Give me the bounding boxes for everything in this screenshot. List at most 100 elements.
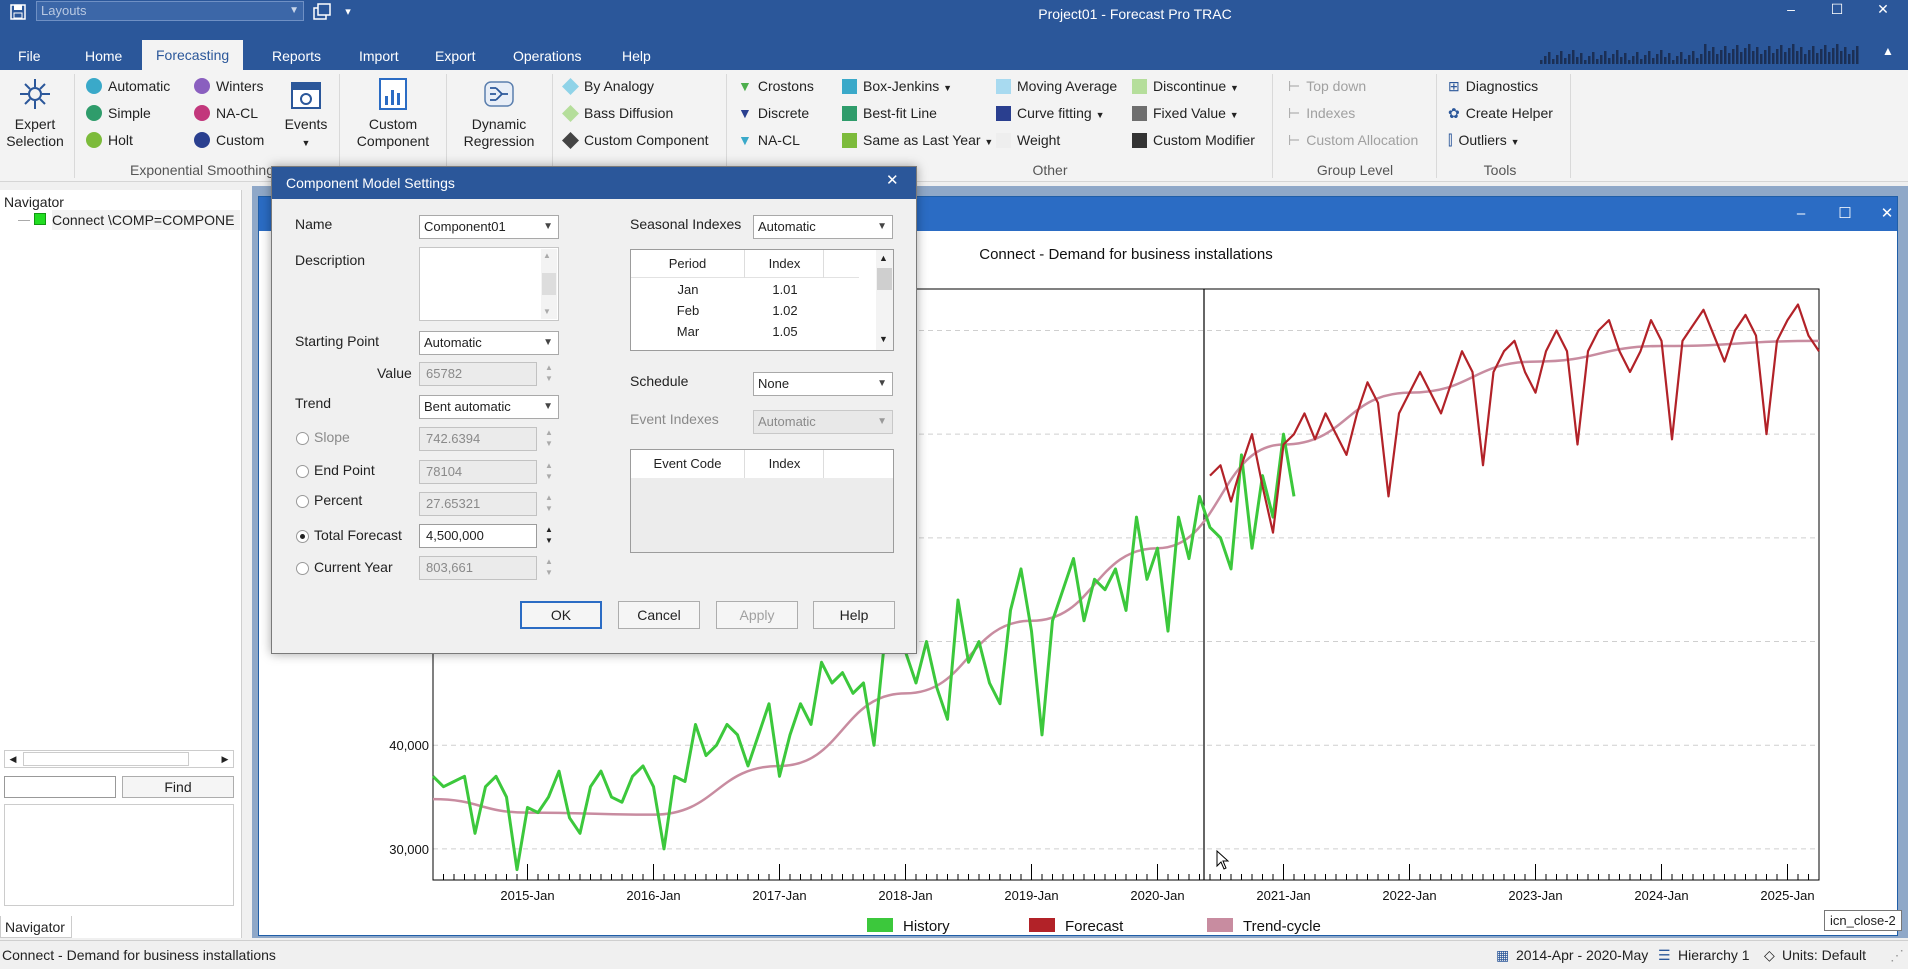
percent-input[interactable]: 27.65321 [419, 492, 537, 516]
current-year-spinner[interactable]: ▲ ▼ [545, 557, 553, 577]
table-row[interactable]: Mar 1.05 [631, 322, 859, 342]
resize-grip-icon[interactable]: ⋰ [1890, 947, 1904, 963]
tab-import[interactable]: Import [359, 48, 399, 64]
scrollbar-thumb[interactable] [542, 273, 556, 295]
current-year-input[interactable]: 803,661 [419, 556, 537, 580]
tree-item-connect[interactable]: Connect \COMP=COMPONE [52, 210, 240, 230]
horizontal-scrollbar[interactable]: ◀ ▶ [4, 750, 234, 768]
maximize-button[interactable]: ☐ [1830, 1, 1844, 17]
end-point-radio[interactable] [296, 465, 309, 478]
scroll-left-icon[interactable]: ◀ [9, 754, 17, 764]
scrollbar-thumb[interactable] [23, 752, 189, 766]
collapse-ribbon-icon[interactable]: ▲ [1882, 44, 1894, 58]
index-column-header[interactable]: Index [746, 250, 824, 278]
events-button[interactable]: Events ▼ [279, 70, 333, 152]
create-helper-button[interactable]: ✿ Create Helper [1448, 102, 1553, 124]
tab-export[interactable]: Export [435, 48, 476, 64]
total-forecast-input[interactable]: 4,500,000 [419, 524, 537, 548]
tab-operations[interactable]: Operations [513, 48, 582, 64]
tab-help[interactable]: Help [622, 48, 651, 64]
total-forecast-radio[interactable] [296, 530, 309, 543]
minimize-button[interactable]: – [1787, 1, 1795, 17]
value-spinner[interactable]: ▲ ▼ [545, 363, 553, 383]
help-button[interactable]: Help [813, 601, 895, 629]
close-button[interactable]: ✕ [1877, 1, 1889, 17]
diagnostics-button[interactable]: ⊞ Diagnostics [1448, 75, 1538, 97]
starting-point-select[interactable]: Automatic ▼ [419, 331, 559, 355]
total-forecast-spinner[interactable]: ▲ ▼ [545, 525, 553, 545]
custom-es-button[interactable]: Custom [194, 129, 264, 151]
discrete-button[interactable]: ▼ Discrete [738, 102, 809, 124]
dialog-close-button[interactable]: ✕ [886, 172, 899, 189]
percent-radio[interactable] [296, 495, 309, 508]
curve-fitting-button[interactable]: Curve fitting ▼ [996, 102, 1105, 124]
event-index-column-header[interactable]: Index [746, 450, 824, 478]
top-down-button[interactable]: ⊢ Top down [1288, 75, 1366, 97]
na-cl-es-button[interactable]: NA-CL [194, 102, 258, 124]
current-year-radio[interactable] [296, 562, 309, 575]
by-analogy-button[interactable]: By Analogy [562, 75, 654, 97]
custom-component-button[interactable]: Custom Component [346, 70, 440, 150]
dynamic-regression-button[interactable]: Dynamic Regression [452, 70, 546, 150]
tab-file[interactable]: File [18, 48, 41, 64]
fixed-value-button[interactable]: Fixed Value ▼ [1132, 102, 1239, 124]
window-layout-icon[interactable] [312, 3, 332, 21]
winters-button[interactable]: Winters [194, 75, 263, 97]
apply-button[interactable]: Apply [716, 601, 798, 629]
outliers-button[interactable]: ⫿ Outliers ▼ [1448, 129, 1520, 151]
bass-diffusion-button[interactable]: Bass Diffusion [562, 102, 673, 124]
slope-spinner[interactable]: ▲ ▼ [545, 428, 553, 448]
chart-minimize-button[interactable]: – [1796, 205, 1806, 222]
table-row[interactable]: Jan 1.01 [631, 280, 859, 300]
custom-component-small-button[interactable]: Custom Component [562, 129, 709, 151]
layouts-combo[interactable]: Layouts ▼ [36, 1, 304, 21]
holt-button[interactable]: Holt [86, 129, 133, 151]
save-icon[interactable] [8, 3, 28, 21]
custom-modifier-button[interactable]: Custom Modifier [1132, 129, 1255, 151]
weight-button[interactable]: Weight [996, 129, 1060, 151]
indexes-button[interactable]: ⊢ Indexes [1288, 102, 1355, 124]
scroll-right-icon[interactable]: ▶ [221, 754, 229, 764]
box-jenkins-button[interactable]: Box-Jenkins ▼ [842, 75, 952, 97]
seasonal-indexes-select[interactable]: Automatic ▼ [753, 215, 893, 239]
table-row[interactable]: Feb 1.02 [631, 301, 859, 321]
best-fit-line-button[interactable]: Best-fit Line [842, 102, 937, 124]
percent-spinner[interactable]: ▲ ▼ [545, 493, 553, 513]
expert-selection-button[interactable]: Expert Selection [2, 70, 68, 150]
cancel-button[interactable]: Cancel [618, 601, 700, 629]
customize-quick-access-icon[interactable]: ▾ [345, 6, 351, 18]
same-as-last-year-button[interactable]: Same as Last Year ▼ [842, 129, 993, 151]
status-date-range[interactable]: 2014-Apr - 2020-May [1516, 947, 1649, 963]
moving-average-button[interactable]: Moving Average [996, 75, 1117, 97]
end-point-input[interactable]: 78104 [419, 460, 537, 484]
tab-forecasting[interactable]: Forecasting [142, 40, 244, 70]
status-units[interactable]: Units: Default [1782, 947, 1867, 963]
schedule-select[interactable]: None ▼ [753, 372, 893, 396]
crostons-button[interactable]: ▼ Crostons [738, 75, 814, 97]
discontinue-button[interactable]: Discontinue ▼ [1132, 75, 1239, 97]
scrollbar-thumb[interactable] [877, 268, 892, 290]
ok-button[interactable]: OK [520, 601, 602, 629]
tab-navigator[interactable]: Navigator [0, 916, 72, 938]
tab-reports[interactable]: Reports [272, 48, 322, 64]
name-select[interactable]: Component01 ▼ [419, 215, 559, 239]
trend-select[interactable]: Bent automatic ▼ [419, 395, 559, 419]
find-button[interactable]: Find [122, 776, 234, 798]
period-column-header[interactable]: Period [631, 250, 745, 278]
find-input[interactable] [4, 776, 116, 798]
event-indexes-select[interactable]: Automatic ▼ [753, 410, 893, 434]
chart-maximize-button[interactable]: ☐ [1838, 205, 1852, 222]
tab-home[interactable]: Home [85, 48, 123, 64]
status-hierarchy[interactable]: Hierarchy 1 [1678, 947, 1750, 963]
automatic-button[interactable]: Automatic [86, 75, 170, 97]
description-scrollbar[interactable]: ▲ ▼ [541, 249, 557, 319]
seasonal-table-scrollbar[interactable]: ▲ ▼ [876, 250, 893, 350]
event-code-column-header[interactable]: Event Code [631, 450, 745, 478]
na-cl-button[interactable]: ▼ NA-CL [738, 129, 800, 151]
value-input[interactable]: 65782 [419, 362, 537, 386]
description-textarea[interactable]: ▲ ▼ [419, 247, 559, 321]
simple-button[interactable]: Simple [86, 102, 151, 124]
slope-radio[interactable] [296, 432, 309, 445]
slope-input[interactable]: 742.6394 [419, 427, 537, 451]
end-point-spinner[interactable]: ▲ ▼ [545, 461, 553, 481]
